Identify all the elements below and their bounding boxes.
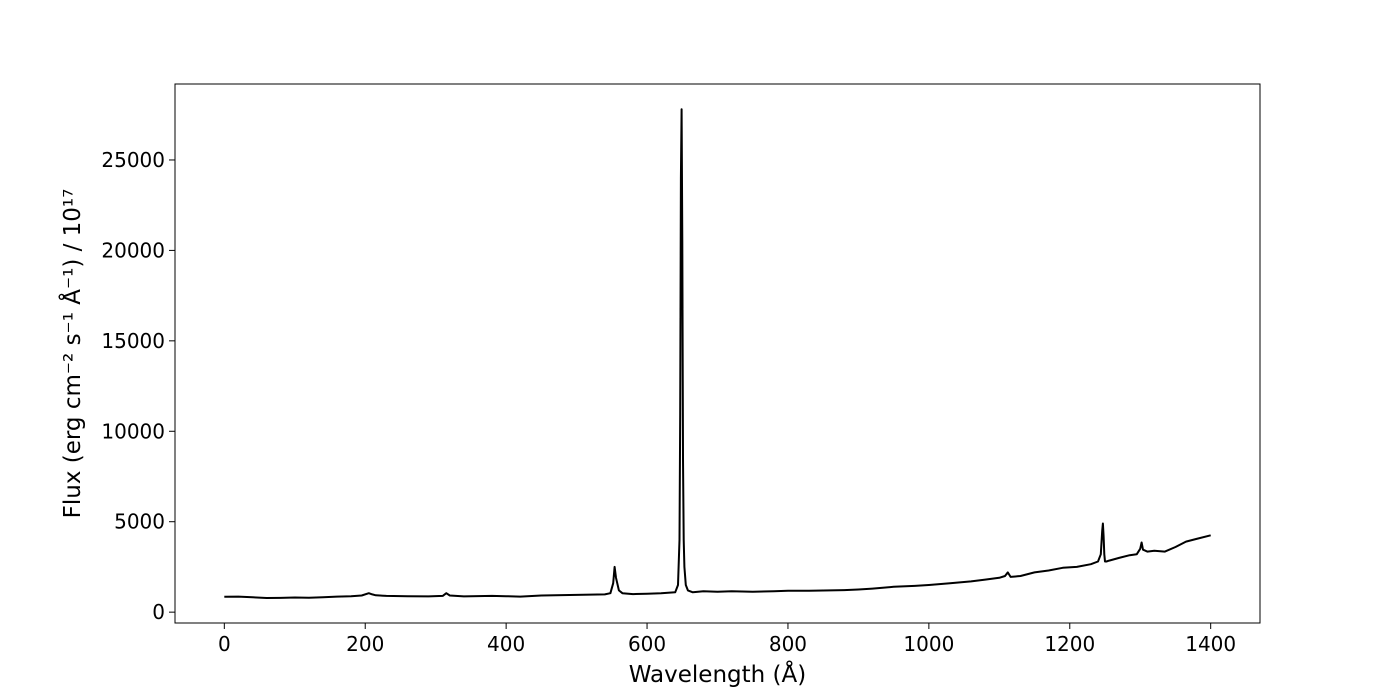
x-tick-label: 400 (487, 632, 525, 656)
x-tick-label: 1200 (1044, 632, 1095, 656)
x-axis-label: Wavelength (Å) (629, 660, 806, 688)
x-tick-label: 1400 (1185, 632, 1236, 656)
x-tick-label: 800 (769, 632, 807, 656)
y-axis-label: Flux (erg cm⁻² s⁻¹ Å⁻¹) / 10¹⁷ (58, 189, 86, 519)
series-layer (224, 108, 1211, 599)
y-tick-label: 15000 (101, 329, 165, 353)
x-tick-label: 200 (346, 632, 384, 656)
y-tick-label: 10000 (101, 419, 165, 443)
y-tick-label: 20000 (101, 238, 165, 262)
y-tick-label: 0 (152, 600, 165, 624)
plot-frame (174, 83, 1261, 624)
ticks-layer: 0 200 400 600 800 1000 1200 1400 0 5000 10000 15000… (101, 148, 1236, 656)
x-tick-label: 1000 (903, 632, 954, 656)
y-tick-label: 5000 (114, 510, 165, 534)
y-tick-label: 25000 (101, 148, 165, 172)
spectrum-line (224, 108, 1211, 599)
x-tick-label: 0 (218, 632, 231, 656)
x-tick-label: 600 (628, 632, 666, 656)
